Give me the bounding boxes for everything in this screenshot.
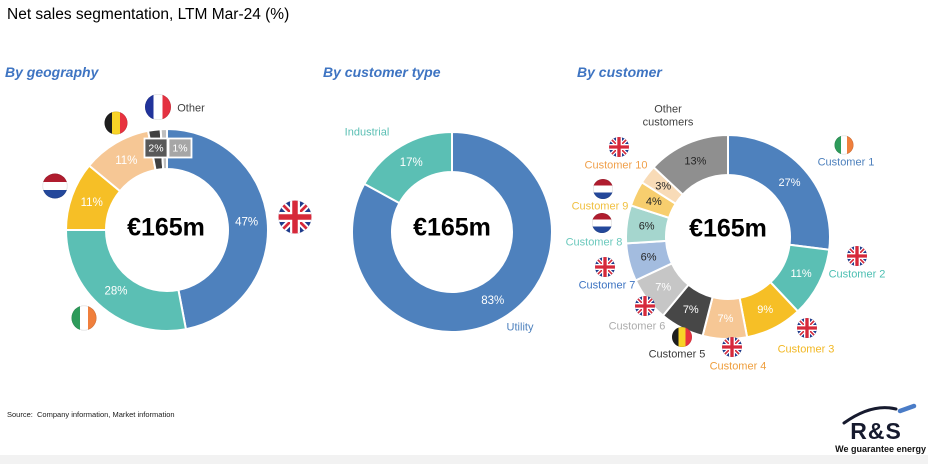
chart-heading-by-geography: By geography <box>5 64 99 80</box>
uk-flag-icon <box>635 296 655 316</box>
by-customer-slice-label-6: Customer 7 <box>578 279 636 292</box>
by-customer-slice-label-9: Customer 10 <box>584 159 648 172</box>
page-title: Net sales segmentation, LTM Mar-24 (%) <box>7 6 290 23</box>
by-geography-callout-label-4: 2% <box>148 143 163 155</box>
by-geography-slice-label-5: Other <box>177 102 205 115</box>
rs-logo: R&S We guarantee energy <box>826 401 926 454</box>
by-geography-pct-label-2: 11% <box>81 197 103 209</box>
uk-flag-icon <box>847 246 867 266</box>
bottom-accent-bar <box>0 455 928 464</box>
uk-flag-icon <box>797 318 817 338</box>
by-customer-slice-label-4: Customer 5 <box>648 348 706 361</box>
rs-logo-text: R&S <box>850 418 902 444</box>
by-geography-pct-label-3: 11% <box>115 155 137 167</box>
center-value-by-geography: €165m <box>127 213 205 242</box>
center-value-by-customer-type: €165m <box>413 213 491 242</box>
netherlands-flag-icon <box>593 179 613 199</box>
by-customer-type-slice-label-1: Industrial <box>344 126 390 139</box>
ireland-flag-icon <box>834 135 854 155</box>
center-value-by-customer: €165m <box>689 214 767 243</box>
belgium-flag-icon <box>672 327 692 347</box>
by-customer-pct-label-10: 13% <box>684 156 706 168</box>
by-customer-slice-label-2: Customer 3 <box>777 343 835 356</box>
by-geography-callout-label-5: 1% <box>172 143 187 155</box>
by-geography-slice-0 <box>166 127 269 331</box>
rs-logo-tagline: We guarantee energy <box>835 444 926 455</box>
uk-flag-icon <box>595 257 615 277</box>
belgium-flag-icon <box>104 111 128 135</box>
by-customer-slice-label-0: Customer 1 <box>817 156 875 169</box>
by-customer-pct-label-9: 3% <box>655 181 671 193</box>
by-customer-pct-label-5: 7% <box>655 281 671 293</box>
by-customer-slice-label-7: Customer 8 <box>565 236 623 249</box>
source-note: Source: Company information, Market info… <box>7 410 175 419</box>
by-customer-pct-label-7: 6% <box>639 221 655 233</box>
by-customer-slice-label-1: Customer 2 <box>828 268 886 281</box>
chart-heading-by-customer: By customer <box>577 64 662 80</box>
by-customer-slice-10 <box>652 133 729 196</box>
ireland-flag-icon <box>71 305 97 331</box>
by-customer-pct-label-0: 27% <box>778 177 800 189</box>
by-geography-pct-label-0: 47% <box>235 216 258 228</box>
by-customer-type-pct-label-0: 83% <box>481 295 504 307</box>
by-customer-pct-label-2: 9% <box>757 304 773 316</box>
by-customer-pct-label-6: 6% <box>641 251 657 263</box>
by-customer-slice-label-5: Customer 6 <box>608 320 666 333</box>
uk-flag-icon <box>722 337 742 357</box>
by-customer-pct-label-1: 11% <box>790 268 811 280</box>
by-customer-slice-label-10: Other customers <box>642 103 694 128</box>
by-customer-type-pct-label-1: 17% <box>400 157 423 169</box>
by-customer-type-slice-label-0: Utility <box>506 321 534 334</box>
by-customer-slice-label-8: Customer 9 <box>571 200 629 213</box>
by-customer-type-slice-1 <box>363 130 453 205</box>
rs-logo-arc-icon <box>842 403 917 425</box>
france-flag-icon <box>145 94 171 120</box>
by-customer-type-slice-0 <box>351 130 553 333</box>
uk-flag-icon <box>609 137 629 157</box>
by-customer-pct-label-3: 7% <box>717 313 733 325</box>
uk-flag-icon <box>278 200 312 234</box>
by-geography-callout-box-4 <box>143 137 169 159</box>
chart-heading-by-customer-type: By customer type <box>323 64 441 80</box>
by-customer-pct-label-4: 7% <box>683 304 699 316</box>
by-customer-slice-label-3: Customer 4 <box>709 360 767 373</box>
by-customer-pct-label-8: 4% <box>646 196 662 208</box>
by-geography-slice-1 <box>64 229 188 332</box>
netherlands-flag-icon <box>42 173 68 199</box>
by-geography-pct-label-1: 28% <box>104 286 127 298</box>
by-geography-callout-box-5 <box>167 137 193 159</box>
netherlands-flag-icon <box>592 213 612 233</box>
